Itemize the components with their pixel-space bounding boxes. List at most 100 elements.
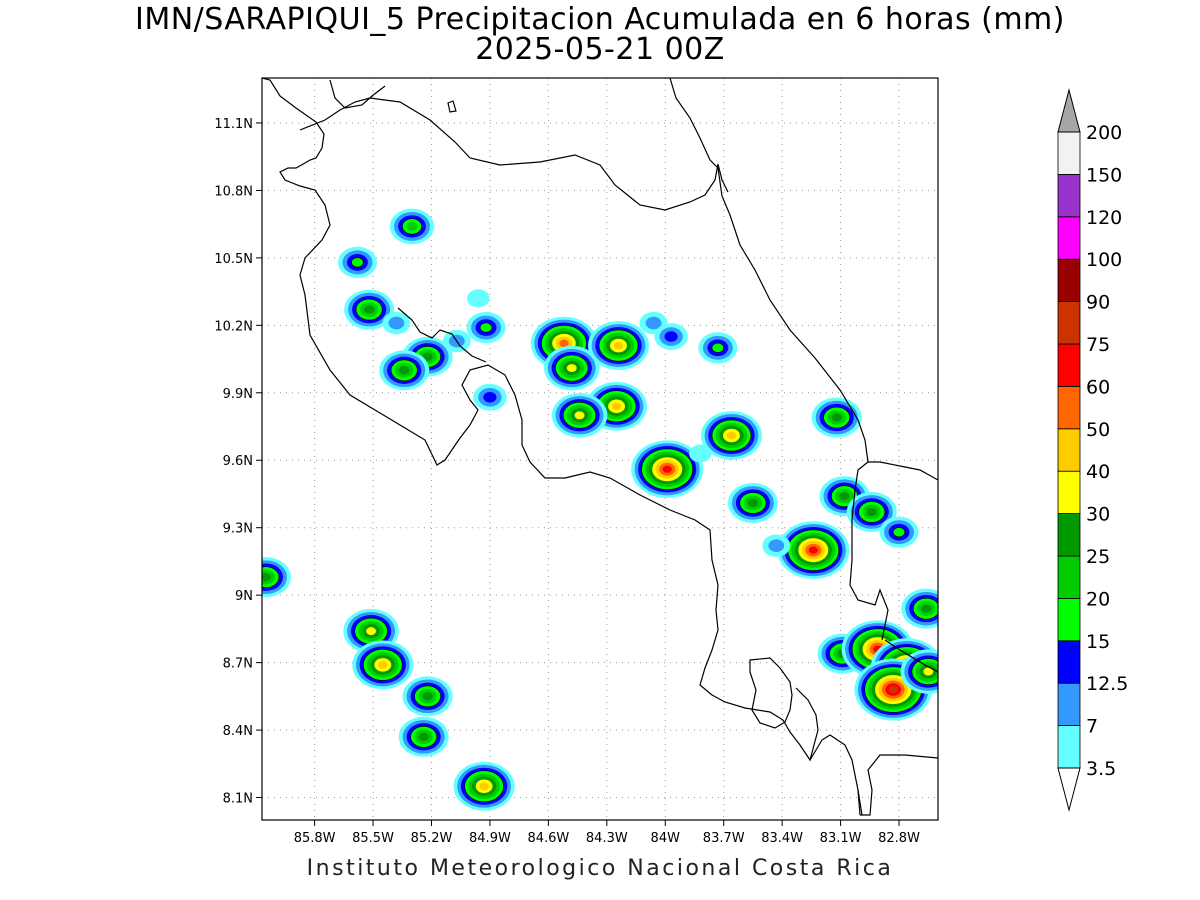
precip-contour — [664, 331, 678, 342]
colorbar-label: 3.5 — [1086, 758, 1116, 780]
precip-contour — [479, 782, 489, 791]
lat-tick-label: 10.2N — [214, 319, 253, 334]
precip-contour — [574, 411, 585, 420]
map-subtitle-date: 2025-05-21 00Z — [475, 32, 725, 67]
precip-contour — [483, 392, 497, 403]
colorbar-label: 7 — [1086, 716, 1098, 738]
lon-tick-label: 83.7W — [703, 831, 745, 846]
colorbar-label: 40 — [1086, 461, 1110, 483]
colorbar-swatch — [1057, 682, 1081, 727]
upper-coast-north — [329, 79, 386, 109]
precip-cell — [466, 289, 490, 308]
precip-contour — [422, 352, 433, 361]
colorbar-label: 75 — [1086, 334, 1110, 356]
burica-peninsula — [860, 754, 938, 816]
lon-tick-label: 83.4W — [761, 831, 803, 846]
colorbar-swatch — [1057, 513, 1081, 557]
precip-cell — [901, 588, 938, 629]
institution-credit: Instituto Meteorologico Nacional Costa R… — [306, 856, 894, 881]
precip-cell — [689, 444, 712, 463]
caribbean-coastline — [669, 78, 938, 481]
precip-cell — [551, 393, 608, 438]
colorbar-label: 60 — [1086, 376, 1110, 398]
precip-contour — [921, 604, 932, 613]
colorbar-swatch — [1057, 640, 1081, 684]
colorbar-swatch — [1057, 385, 1081, 430]
panama-border-south — [857, 789, 863, 816]
lon-tick-label: 85.5W — [352, 831, 394, 846]
colorbar-swatch — [1057, 725, 1081, 769]
colorbar-swatch — [1057, 301, 1081, 345]
precip-contour — [923, 667, 934, 676]
longitude-axis: 85.8W 85.5W 85.2W 84.9W 84.6W 84.3W 84W 83.7W 83… — [294, 820, 920, 846]
precip-cell — [453, 761, 515, 811]
colorbar-label: 20 — [1086, 588, 1110, 610]
precip-cell — [762, 534, 791, 557]
colorbar-swatch — [1057, 216, 1081, 260]
precip-contour — [366, 627, 377, 636]
lon-tick-label: 84.6W — [527, 831, 569, 846]
precip-contour — [406, 222, 418, 231]
pacific-coastline — [262, 78, 819, 762]
precip-cell — [777, 521, 850, 579]
precip-contour — [662, 465, 672, 473]
precip-contour — [645, 316, 662, 330]
lat-tick-label: 9.6N — [223, 454, 253, 469]
precip-cell — [727, 482, 778, 523]
precip-contour — [351, 257, 364, 268]
precip-contour — [399, 366, 410, 375]
lat-tick-label: 9N — [235, 589, 253, 604]
precip-contour — [726, 431, 737, 440]
colorbar-label: 100 — [1086, 249, 1122, 271]
coastline-borders — [262, 78, 938, 816]
colorbar-swatch — [1057, 173, 1081, 218]
lon-tick-label: 85.2W — [411, 831, 453, 846]
precip-cell — [352, 640, 414, 690]
precip-cell — [337, 246, 377, 278]
colorbar-label: 12.5 — [1086, 673, 1128, 695]
precip-contour — [262, 573, 272, 582]
precip-cell — [879, 516, 919, 548]
lat-tick-label: 11.1N — [214, 117, 253, 132]
precip-cell — [389, 208, 435, 245]
precip-contour — [613, 341, 624, 350]
precip-contour — [892, 527, 906, 538]
precip-cell — [846, 491, 897, 532]
lat-tick-label: 10.8N — [214, 184, 253, 199]
colorbar-label: 90 — [1086, 292, 1110, 314]
precip-cell — [344, 289, 395, 330]
lat-tick-label: 9.3N — [223, 522, 253, 537]
precip-cell — [379, 350, 430, 391]
precip-cells — [262, 208, 938, 811]
precip-cell — [588, 321, 650, 370]
precip-cell — [900, 649, 938, 694]
panama-border — [849, 461, 889, 641]
precip-cell — [262, 557, 291, 598]
precip-contour — [888, 686, 898, 694]
caribbean-east — [884, 639, 938, 673]
precip-cell — [811, 397, 862, 438]
precip-cell — [544, 345, 600, 391]
lat-tick-label: 10.5N — [214, 252, 253, 267]
map-title: IMN/SARAPIQUI_5 Precipitacion Acumulada … — [135, 2, 1065, 37]
lon-tick-label: 83.1W — [820, 831, 862, 846]
precip-contour — [566, 364, 577, 373]
colorbar-swatch — [1057, 598, 1081, 642]
colorbar-swatch — [1057, 555, 1081, 599]
colorbar-lower-arrow — [1057, 767, 1081, 812]
lat-tick-label: 8.7N — [223, 657, 253, 672]
lon-tick-label: 85.8W — [294, 831, 336, 846]
precip-contour — [422, 692, 433, 701]
precip-contour — [611, 402, 622, 411]
colorbar-label: 120 — [1086, 207, 1122, 229]
nicaragua-border — [299, 97, 729, 211]
precip-cell — [473, 383, 507, 411]
plot-area — [262, 78, 938, 820]
precip-cell — [654, 323, 688, 350]
precip-contour — [363, 305, 375, 314]
precip-contour — [559, 339, 569, 348]
precip-contour — [711, 342, 725, 353]
precip-contour — [839, 492, 850, 501]
lon-tick-label: 84.3W — [586, 831, 628, 846]
